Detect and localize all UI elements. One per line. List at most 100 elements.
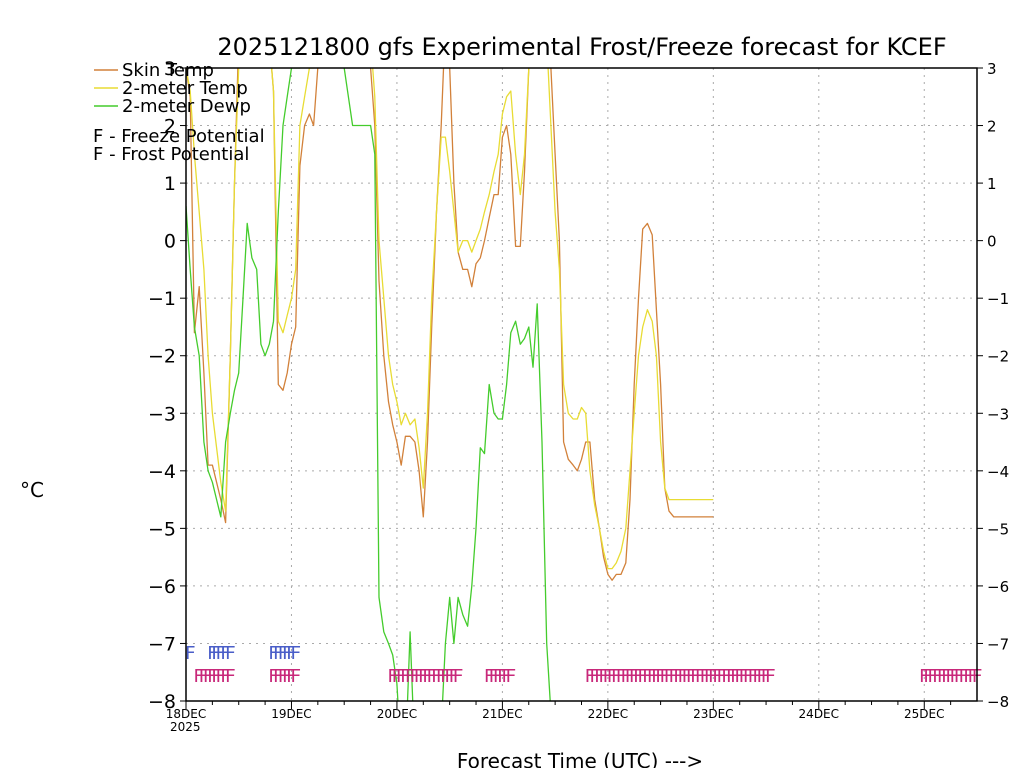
x-tick-label: 21DEC	[482, 707, 522, 721]
freeze-marker: F	[405, 666, 416, 687]
frost-marker: F	[273, 643, 284, 664]
y-tick-label-right: 0	[987, 233, 997, 251]
freeze-marker: F	[761, 666, 772, 687]
frost-marker: F	[286, 643, 297, 664]
x-tick-label: 22DEC	[588, 707, 628, 721]
freeze-marker: F	[695, 666, 706, 687]
legend-label-2-meter-temp: 2-meter Temp	[122, 78, 248, 99]
y-tick-label-right: −4	[987, 463, 1009, 481]
frost-marker: F	[278, 643, 289, 664]
x-tick-label: 23DEC	[693, 707, 733, 721]
freeze-marker: F	[655, 666, 666, 687]
freeze-marker: F	[734, 666, 745, 687]
freeze-marker: F	[453, 666, 464, 687]
freeze-marker: F	[659, 666, 670, 687]
freeze-marker: F	[673, 666, 684, 687]
y-tick-label-right: −7	[987, 635, 1009, 653]
freeze-marker: F	[448, 666, 459, 687]
freeze-marker: F	[963, 666, 974, 687]
y-tick-label-left: −2	[148, 346, 176, 368]
series-lines	[186, 68, 714, 701]
freeze-marker: F	[633, 666, 644, 687]
x-tick-label: 20DEC	[377, 707, 417, 721]
freeze-marker: F	[668, 666, 679, 687]
freeze-marker: F	[440, 666, 451, 687]
frost-marker: F	[225, 643, 236, 664]
freeze-marker: F	[937, 666, 948, 687]
freeze-marker: F	[286, 666, 297, 687]
freeze-marker: F	[967, 666, 978, 687]
freeze-marker: F	[203, 666, 214, 687]
x-tick-label: 18DEC	[166, 707, 206, 721]
freeze-marker: F	[387, 666, 398, 687]
y-tick-label-left: 0	[164, 231, 176, 253]
freeze-marker: F	[616, 666, 627, 687]
freeze-marker: F	[414, 666, 425, 687]
freeze-marker: F	[712, 666, 723, 687]
frost-marker: F	[290, 643, 301, 664]
y-tick-label-right: −5	[987, 520, 1009, 538]
freeze-marker: F	[418, 666, 429, 687]
freeze-marker: F	[396, 666, 407, 687]
freeze-marker: F	[602, 666, 613, 687]
frost-marker: F	[207, 643, 218, 664]
legend-frost-potential: F - Frost Potential	[93, 144, 249, 165]
freeze-marker: F	[589, 666, 600, 687]
freeze-marker: F	[743, 666, 754, 687]
freeze-marker: F	[422, 666, 433, 687]
x-axis-label: Forecast Time (UTC) --->	[457, 749, 703, 768]
freeze-marker: F	[664, 666, 675, 687]
year-label: 2025	[170, 720, 201, 734]
freeze-marker: F	[756, 666, 767, 687]
freeze-marker: F	[607, 666, 618, 687]
freeze-marker: F	[611, 666, 622, 687]
y-tick-label-right: −2	[987, 348, 1009, 366]
freeze-marker: F	[647, 666, 658, 687]
y-tick-label-left: 2	[164, 116, 176, 138]
freeze-marker: F	[927, 666, 938, 687]
plot-frame	[185, 67, 978, 702]
freeze-marker: F	[704, 666, 715, 687]
x-tick-label: 25DEC	[904, 707, 944, 721]
freeze-marker: F	[484, 666, 495, 687]
y-tick-label-right: −3	[987, 405, 1009, 423]
freeze-marker: F	[207, 666, 218, 687]
y-tick-label-left: 1	[164, 173, 176, 195]
frost-marker: F	[220, 643, 231, 664]
freeze-marker: F	[637, 666, 648, 687]
freeze-marker: F	[585, 666, 596, 687]
frost-marker: F	[211, 643, 222, 664]
freeze-marker: F	[594, 666, 605, 687]
y-tick-label-left: −7	[148, 633, 176, 655]
freeze-marker: F	[726, 666, 737, 687]
y-tick-label-right: 1	[987, 175, 997, 193]
freeze-marker: F	[629, 666, 640, 687]
axes: −8 −8 −7 −7 −6 −6 −5 −5 −4 −4 −3 −3 −2 −2 −1 −1 0 0 1 1 2 2 3 3…	[148, 58, 1009, 721]
freeze-marker: F	[199, 666, 210, 687]
freeze-marker: F	[505, 666, 516, 687]
freeze-marker: F	[677, 666, 688, 687]
y-tick-label-right: −8	[987, 693, 1009, 711]
freeze-marker: F	[642, 666, 653, 687]
freeze-marker: F	[436, 666, 447, 687]
freeze-marker: F	[431, 666, 442, 687]
x-tick-label: 19DEC	[271, 707, 311, 721]
freeze-marker: F	[686, 666, 697, 687]
y-tick-label-left: 3	[164, 58, 176, 80]
grid	[186, 68, 977, 701]
freeze-marker: F	[620, 666, 631, 687]
2-meter-temp-line	[186, 68, 714, 570]
y-tick-label-left: −8	[148, 691, 176, 713]
freeze-marker: F	[958, 666, 969, 687]
freeze-marker: F	[699, 666, 710, 687]
freeze-marker: F	[682, 666, 693, 687]
y-tick-label-left: −1	[148, 288, 176, 310]
y-tick-label-left: −4	[148, 461, 176, 483]
freeze-marker: F	[919, 666, 930, 687]
freeze-marker: F	[716, 666, 727, 687]
skin-temp-line	[186, 68, 714, 581]
freeze-marker: F	[444, 666, 455, 687]
